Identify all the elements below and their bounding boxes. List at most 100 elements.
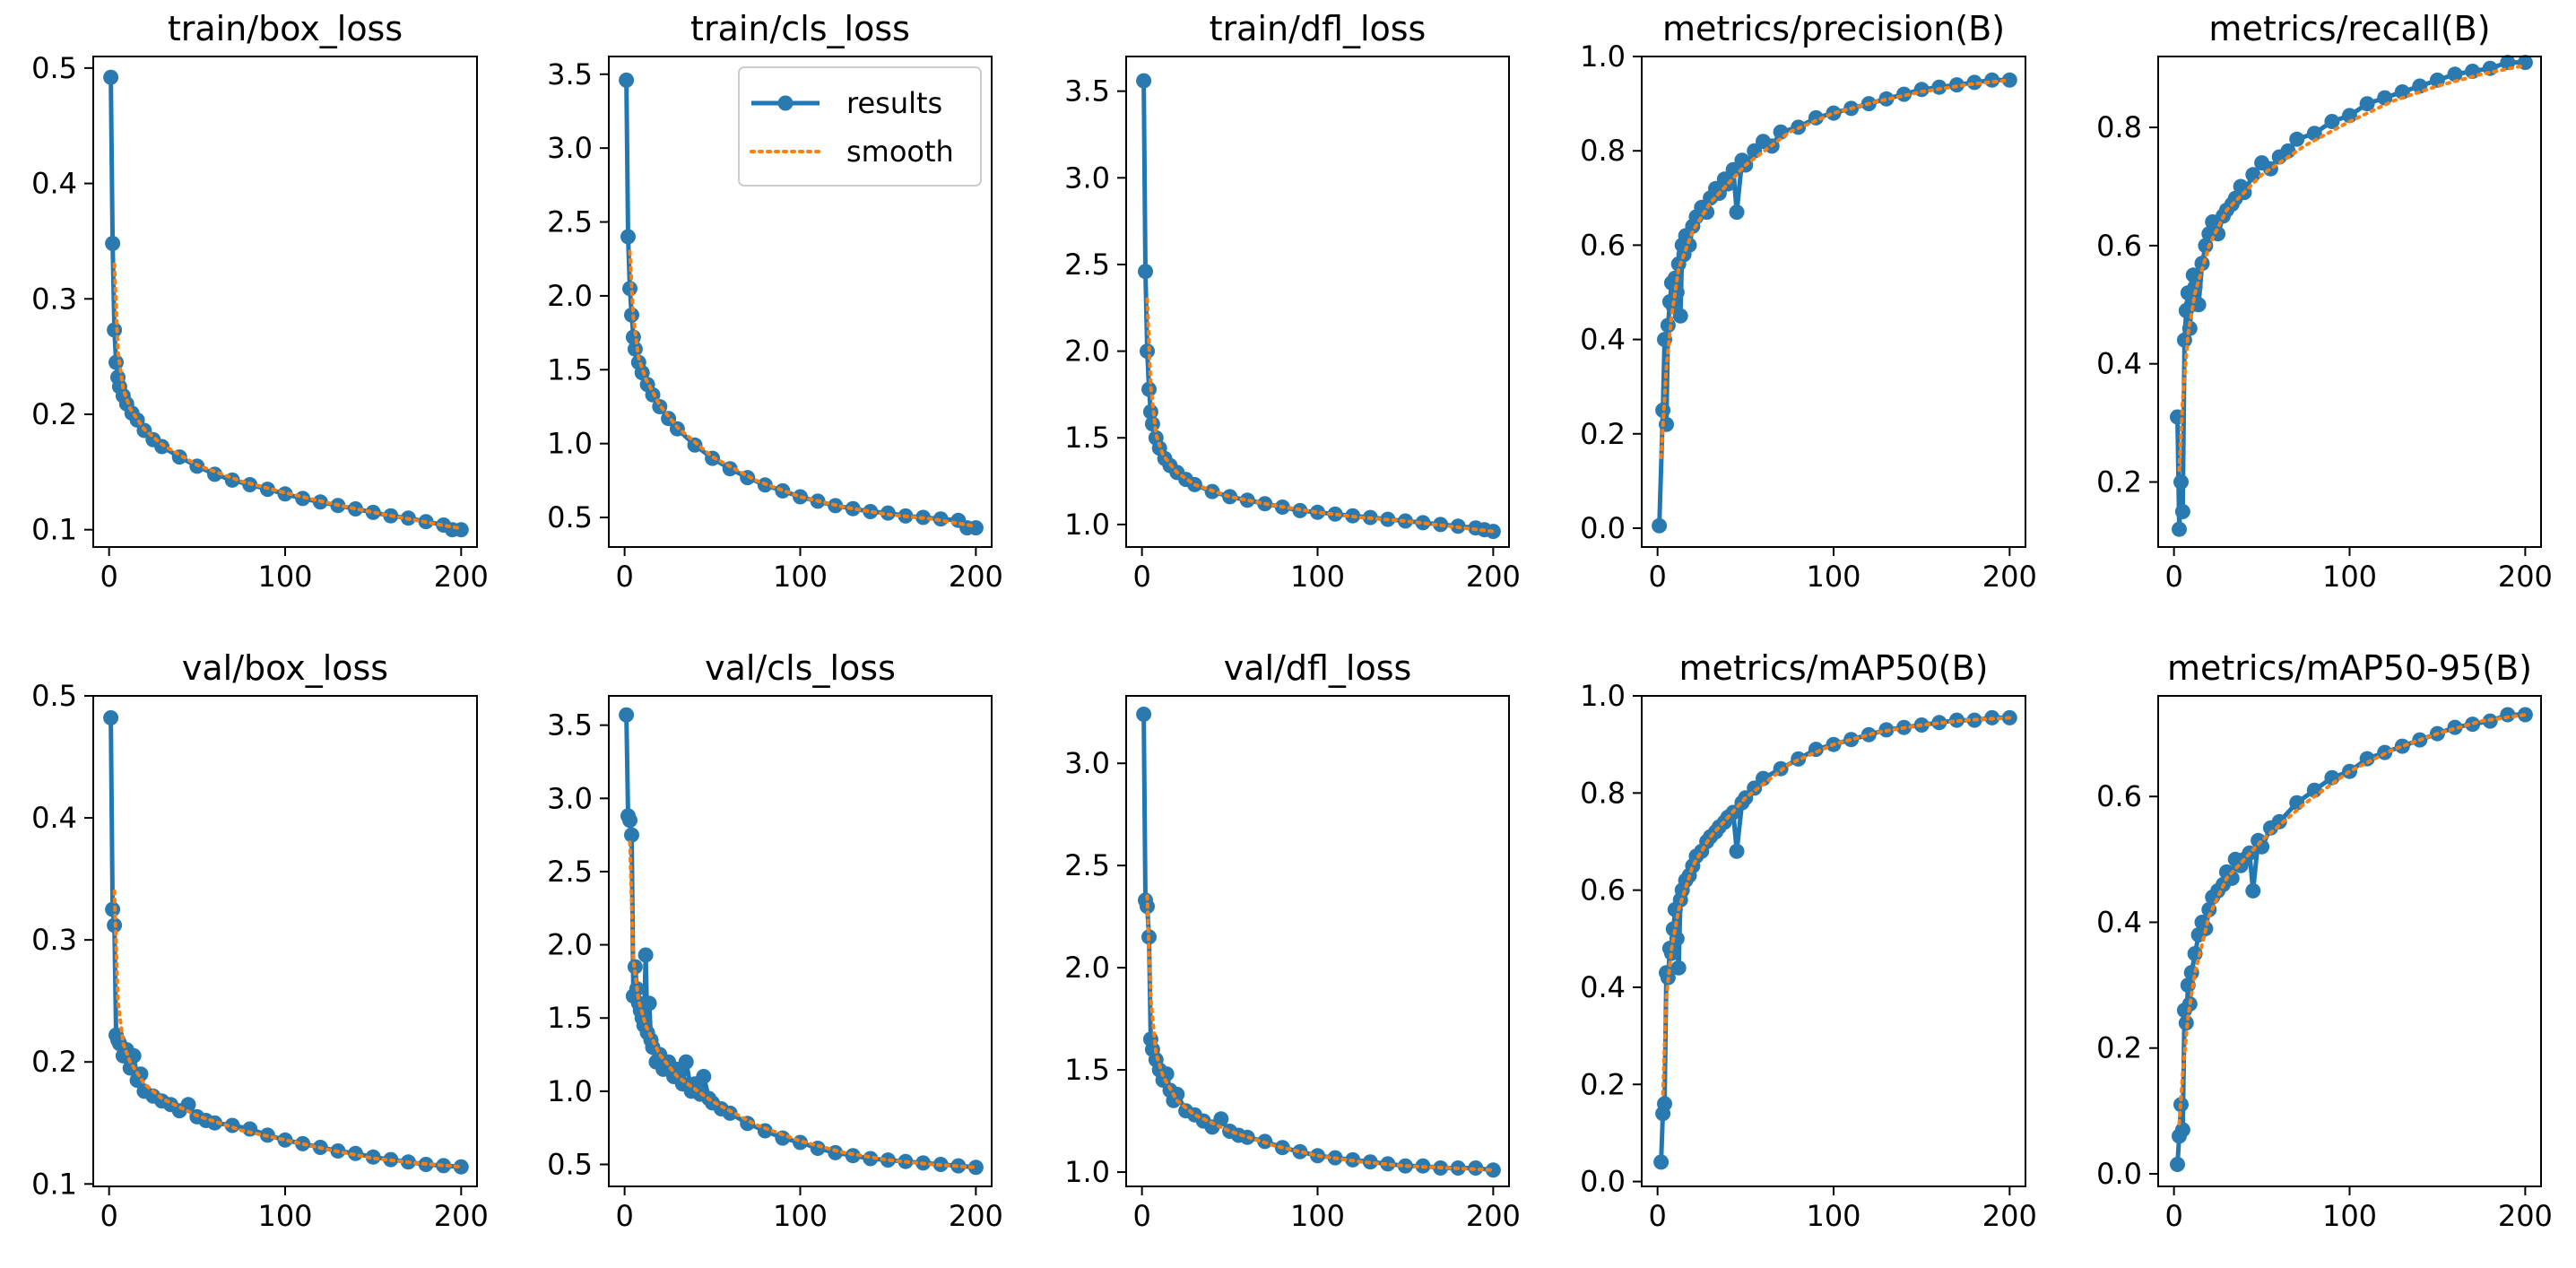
results-point (2174, 504, 2190, 519)
y-tick-label: 1.5 (1064, 1053, 1110, 1087)
x-tick-label: 100 (1290, 1199, 1345, 1233)
results-point (1327, 506, 1343, 522)
axes-frame (1641, 56, 2026, 548)
results-point (2245, 882, 2261, 899)
results-point (105, 236, 121, 251)
results-point (828, 1144, 844, 1160)
results-point (2187, 946, 2203, 961)
results-point (2176, 332, 2192, 348)
results-point (2173, 474, 2189, 490)
results-point (2324, 114, 2340, 129)
y-tick-label: 1.0 (1064, 508, 1110, 542)
chart-panel: metrics/mAP50(B) 0 100 200 0.0 0.2 0.4 0.6 0.8 1.… (1580, 648, 2037, 1233)
y-tick-label: 2.0 (547, 279, 593, 313)
chart-panel: train/cls_loss 0 100 200 0.5 1.0 1.5 2.0 2.5 3.0 3… (547, 9, 1003, 594)
y-tick-label: 0.2 (1580, 417, 1626, 451)
y-tick-label: 0.6 (2096, 229, 2142, 263)
chart-title: train/box_loss (168, 9, 403, 48)
y-tick-label: 1.0 (1064, 1155, 1110, 1189)
axes-frame (2157, 695, 2542, 1187)
x-tick-label: 200 (434, 560, 489, 594)
y-tick-label: 1.0 (547, 427, 593, 461)
results-point (678, 1054, 694, 1070)
results-point (242, 1121, 258, 1137)
y-tick-label: 1.0 (1580, 39, 1626, 74)
legend-results-marker (777, 95, 794, 111)
y-tick-label: 2.5 (547, 205, 593, 239)
y-tick-label: 1.0 (547, 1074, 593, 1108)
results-point (1667, 270, 1683, 286)
x-tick-label: 100 (1806, 560, 1860, 594)
y-tick-label: 0.4 (1580, 970, 1626, 1004)
results-point (1931, 79, 1947, 95)
y-tick-label: 0.8 (1580, 776, 1626, 810)
results-point (1931, 715, 1947, 731)
smooth-series-line (628, 840, 978, 1169)
x-tick-label: 200 (949, 560, 1003, 594)
axes-frame (1125, 56, 1510, 548)
results-point (1141, 381, 1157, 397)
y-tick-label: 2.0 (1064, 334, 1110, 369)
x-tick-label: 0 (2164, 560, 2182, 594)
results-point (2500, 707, 2516, 723)
results-point (2359, 96, 2375, 112)
x-tick-label: 100 (1806, 1199, 1860, 1233)
x-tick-label: 200 (1466, 1199, 1521, 1233)
results-point (103, 710, 119, 725)
y-tick-label: 0.5 (547, 1148, 593, 1182)
results-point (622, 281, 637, 297)
results-point (2465, 64, 2481, 79)
x-tick-label: 100 (2322, 560, 2377, 594)
y-tick-label: 0.2 (31, 397, 77, 431)
results-point (637, 947, 654, 963)
y-tick-label: 3.5 (547, 57, 593, 91)
smooth-series-line (1145, 297, 1496, 534)
results-point (1169, 1086, 1185, 1102)
results-point (154, 439, 170, 455)
y-tick-label: 0.4 (2096, 905, 2142, 939)
results-point (453, 522, 469, 538)
results-point (1239, 492, 1255, 508)
chart-title: metrics/mAP50(B) (1679, 648, 1989, 688)
y-tick-label: 2.5 (1064, 848, 1110, 882)
results-point (1657, 1096, 1672, 1112)
chart-title: val/cls_loss (705, 648, 896, 688)
chart-panel: metrics/precision(B) 0 100 200 0.0 0.2 0.4 0.6 0… (1580, 9, 2037, 594)
smooth-series-line (112, 262, 464, 531)
results-point (2170, 1157, 2185, 1172)
results-point (624, 827, 639, 843)
results-point (619, 72, 635, 88)
results-point (2289, 131, 2305, 147)
y-tick-label: 1.5 (547, 1001, 593, 1035)
results-point (1699, 204, 1715, 221)
results-point (2198, 238, 2214, 254)
y-tick-label: 3.5 (547, 708, 593, 743)
chart-title: train/cls_loss (690, 9, 910, 48)
results-point (1213, 1111, 1229, 1127)
y-tick-label: 3.5 (1064, 74, 1110, 109)
x-tick-label: 200 (2498, 560, 2553, 594)
results-point (2180, 977, 2196, 994)
y-tick-label: 0.4 (31, 801, 77, 835)
results-point (2447, 66, 2463, 83)
results-point (1860, 726, 1877, 743)
x-tick-label: 0 (615, 1199, 633, 1233)
results-point (619, 707, 635, 723)
y-tick-label: 2.5 (1064, 248, 1110, 282)
axes-frame (92, 695, 478, 1187)
y-tick-label: 3.0 (1064, 746, 1110, 780)
results-series-line (2175, 712, 2526, 1165)
results-point (2271, 813, 2287, 829)
results-point (277, 1132, 293, 1148)
smooth-series-line (1145, 894, 1496, 1172)
results-point (622, 812, 637, 829)
results-point (1310, 504, 1325, 520)
results-series-line (2175, 60, 2526, 532)
x-tick-label: 200 (1466, 560, 1521, 594)
x-tick-label: 200 (1982, 1199, 2037, 1233)
results-point (1913, 82, 1930, 98)
x-tick-label: 100 (1290, 560, 1345, 594)
y-tick-label: 0.2 (31, 1045, 77, 1079)
results-point (2306, 782, 2322, 798)
chart-panel: train/box_loss 0 100 200 0.1 0.2 0.3 0.4 0.5 (31, 9, 489, 594)
